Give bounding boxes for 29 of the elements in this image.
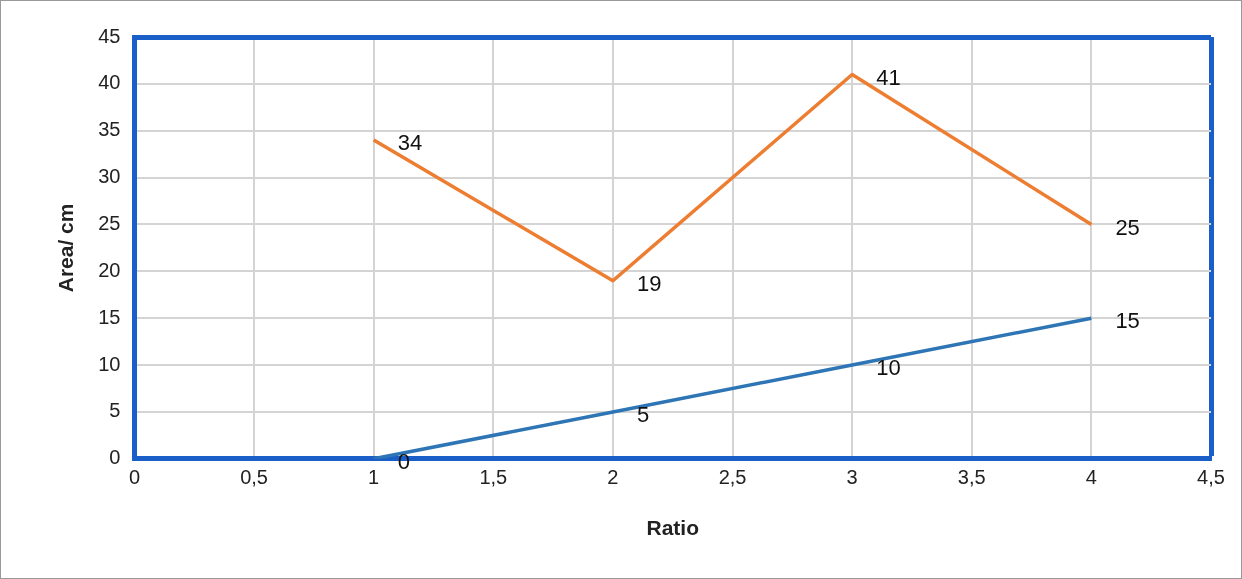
y-axis-title: Area/ cm	[54, 203, 78, 293]
x-tick-label: 3	[846, 466, 858, 489]
x-tick-label: 1,5	[479, 466, 508, 489]
x-tick-label: 0,5	[240, 466, 268, 489]
y-tick-label: 0	[109, 446, 121, 469]
data-label: 19	[636, 270, 662, 296]
y-tick-label: 5	[109, 399, 121, 422]
x-tick-label: 3,5	[957, 466, 986, 489]
y-tick-label: 35	[98, 118, 121, 141]
y-tick-label: 20	[98, 258, 121, 281]
data-label: 34	[397, 130, 423, 156]
y-tick-label: 45	[98, 24, 121, 47]
data-label: 10	[876, 355, 901, 381]
x-axis-title: Ratio	[646, 516, 699, 540]
x-tick-label: 1	[368, 466, 380, 489]
x-tick-label: 2,5	[718, 466, 747, 489]
y-tick-label: 30	[98, 165, 121, 188]
x-tick-label: 2	[607, 466, 619, 489]
x-tick-label: 4,5	[1197, 466, 1225, 489]
y-tick-label: 15	[98, 305, 121, 328]
y-tick-label: 40	[98, 71, 121, 94]
data-label: 25	[1115, 214, 1140, 240]
x-tick-label: 0	[128, 466, 141, 489]
data-label: 15	[1115, 308, 1140, 334]
y-tick-label: 25	[98, 211, 121, 234]
data-label: 41	[876, 64, 901, 90]
y-tick-label: 10	[98, 352, 121, 375]
x-tick-label: 4	[1085, 466, 1097, 489]
data-label: 5	[636, 402, 650, 427]
